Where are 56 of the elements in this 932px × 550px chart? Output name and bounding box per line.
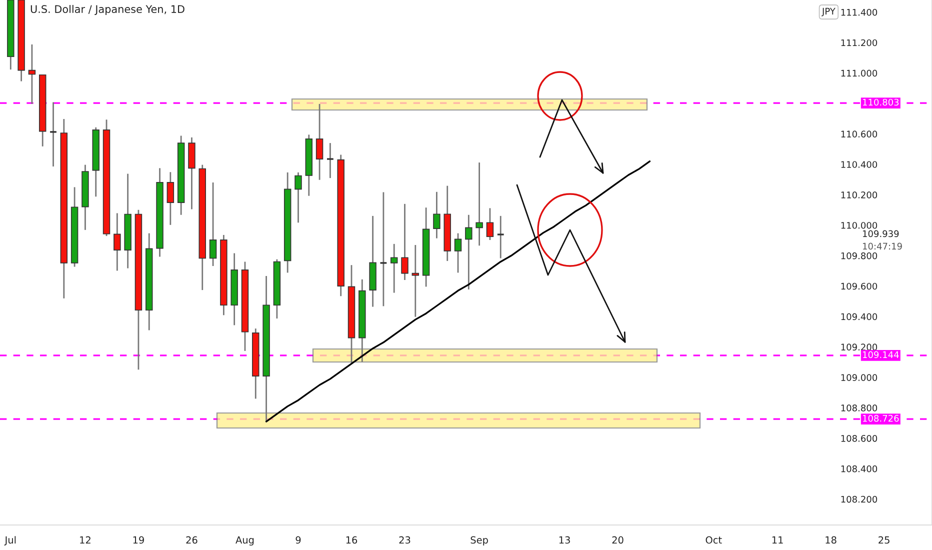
y-tick-label: 108.600	[841, 434, 878, 442]
annotation: 109.939	[862, 230, 899, 238]
ref-line-label: 108.726	[862, 414, 899, 422]
candlestick	[476, 162, 483, 246]
y-tick-label: 110.400	[841, 161, 878, 168]
x-tick-label: Jul	[4, 536, 16, 546]
candlestick	[433, 191, 440, 239]
y-tick-label: 110.600	[841, 130, 878, 138]
x-tick-label: 13	[559, 536, 570, 544]
y-tick-label: 109.400	[841, 313, 878, 320]
x-tick-label: 11	[772, 536, 783, 544]
annotation: 10:47:19	[862, 242, 902, 250]
y-tick-label: 108.800	[841, 404, 878, 412]
candlestick	[294, 172, 302, 224]
y-tick-label: 110.200	[841, 192, 878, 198]
x-tick-label: Oct	[706, 536, 722, 544]
x-tick-label: 19	[133, 536, 144, 544]
candlestick	[379, 192, 388, 307]
x-tick-label: 9	[296, 536, 301, 544]
y-tick-label: 109.200	[841, 344, 878, 351]
x-tick-label: Sep	[470, 536, 488, 546]
candlestick	[114, 212, 121, 272]
x-tick-label: 20	[612, 536, 624, 544]
y-tick-label: 108.400	[841, 465, 878, 472]
candlestick	[412, 244, 420, 318]
candlestick	[401, 203, 408, 281]
x-tick-label: 16	[346, 536, 358, 544]
candlestick	[28, 44, 36, 105]
x-tick-label: 23	[399, 536, 410, 544]
y-tick-label: 109.000	[841, 374, 878, 381]
chart-title: U.S. Dollar / Japanese Yen, 1D	[30, 4, 184, 16]
y-tick-label: 111.000	[841, 70, 878, 77]
candlestick	[390, 243, 398, 294]
x-tick-label: Aug	[236, 536, 254, 546]
y-tick-label: 111.200	[841, 39, 878, 46]
line-series	[265, 160, 651, 422]
candlestick	[326, 142, 334, 179]
candlestick	[49, 102, 58, 168]
x-tick-label: 25	[878, 536, 890, 544]
candlestick	[166, 171, 174, 226]
y-tick-label: 109.600	[841, 282, 878, 290]
y-tick-label: 109.800	[841, 252, 878, 260]
x-tick-label: 26	[186, 536, 198, 544]
y-tick-label: 110.000	[841, 222, 878, 229]
ref-line-label: 109.144	[862, 351, 899, 358]
ref-line-label: 110.803	[862, 98, 899, 106]
candlestick	[486, 207, 494, 241]
y-tick-label: 111.400	[841, 8, 878, 16]
x-tick-label: 12	[80, 536, 90, 544]
candlestick	[496, 215, 505, 259]
candlestick	[454, 232, 462, 274]
annotation: JPY	[822, 8, 836, 16]
candlestick	[465, 214, 472, 290]
candlestick	[209, 182, 217, 267]
x-tick-label: 18	[826, 536, 836, 544]
y-tick-label: 108.200	[841, 496, 878, 503]
